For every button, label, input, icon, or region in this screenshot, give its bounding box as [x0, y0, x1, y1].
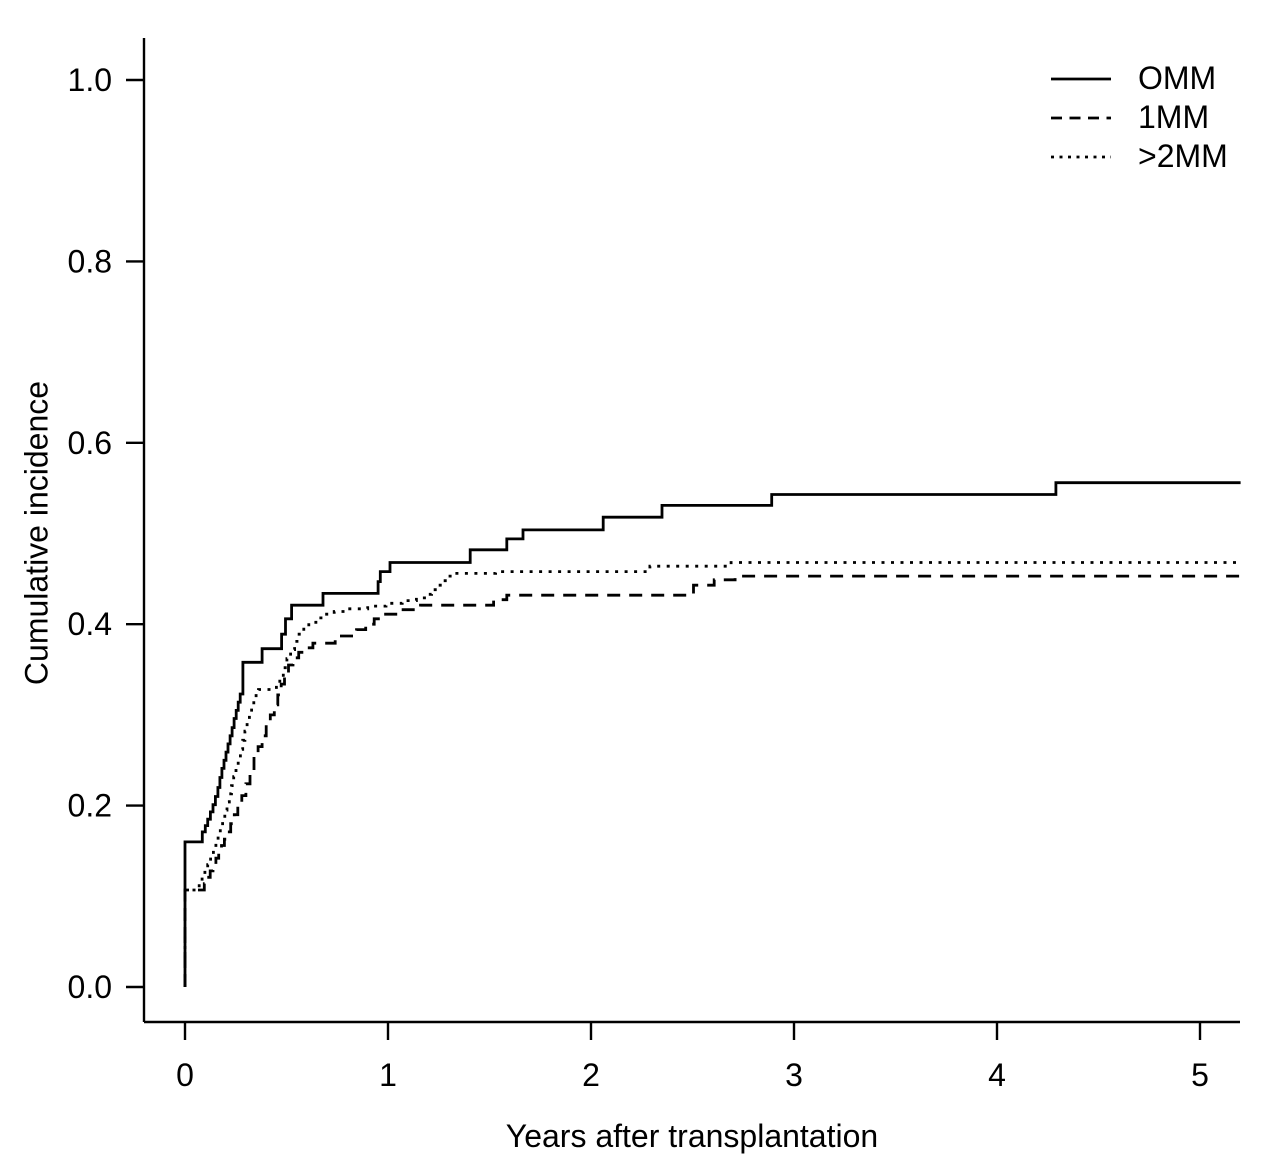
x-tick-label: 1 — [379, 1057, 397, 1093]
series-line-solid — [183, 481, 1241, 987]
legend-row-1mm: 1MM — [1051, 98, 1228, 137]
legend: OMM 1MM >2MM — [1051, 59, 1228, 176]
legend-label-gt2mm: >2MM — [1138, 138, 1228, 174]
y-tick-label: 0.8 — [68, 243, 112, 279]
legend-row-gt2mm: >2MM — [1051, 137, 1228, 176]
x-tick-label: 0 — [176, 1057, 194, 1093]
x-tick-label: 4 — [988, 1057, 1006, 1093]
legend-line-sample-solid — [1051, 77, 1111, 80]
x-tick-label: 2 — [582, 1057, 600, 1093]
x-tick-label: 5 — [1191, 1057, 1209, 1093]
series-line-dotted — [183, 561, 1241, 987]
legend-label-1mm: 1MM — [1138, 99, 1210, 135]
legend-line-sample-dotted — [1051, 155, 1111, 158]
x-axis-title: Years after transplantation — [505, 1118, 879, 1154]
y-tick-label: 0.0 — [68, 969, 112, 1005]
series-line-dashed — [183, 574, 1241, 987]
y-tick-label: 0.6 — [68, 425, 112, 461]
y-tick-label: 1.0 — [68, 62, 112, 98]
legend-row-omm: OMM — [1051, 59, 1228, 98]
y-tick-label: 0.4 — [68, 606, 112, 642]
y-axis-title: Cumulative incidence — [18, 380, 55, 686]
x-tick-label: 3 — [785, 1057, 803, 1093]
legend-label-omm: OMM — [1138, 60, 1217, 96]
legend-line-sample-dashed — [1051, 116, 1111, 119]
y-tick-label: 0.2 — [68, 788, 112, 824]
